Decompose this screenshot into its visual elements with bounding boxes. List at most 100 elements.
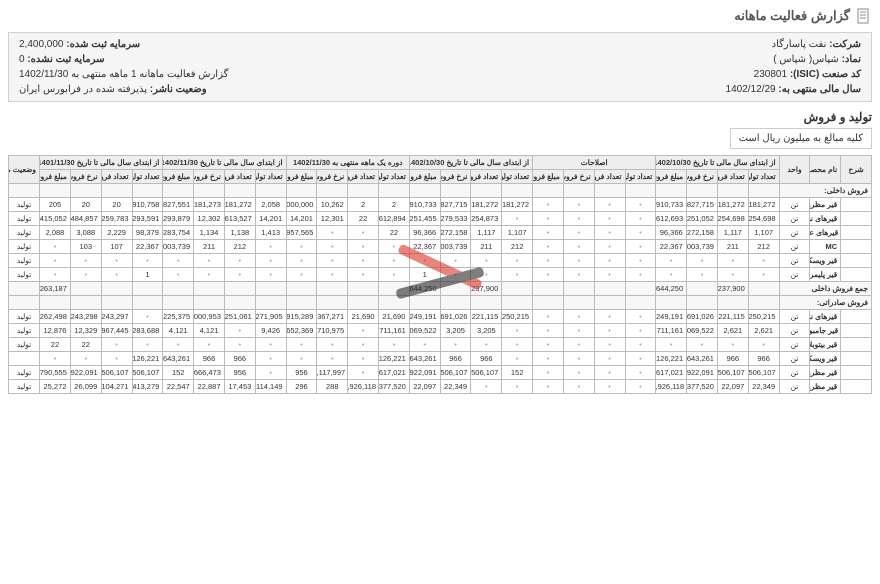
cell bbox=[409, 184, 440, 198]
cell: • bbox=[563, 380, 594, 394]
cell: 100,251,455 bbox=[409, 212, 440, 226]
cell: • bbox=[563, 324, 594, 338]
cell bbox=[317, 282, 348, 296]
meta-block: شرکت: نفت پاسارگادنماد: شپاس( شپاس )کد ص… bbox=[8, 32, 872, 102]
cell: 250,215 bbox=[502, 310, 533, 324]
cell: 237,900 bbox=[717, 282, 748, 296]
cell bbox=[502, 184, 533, 198]
cell: • bbox=[255, 352, 286, 366]
cell: • bbox=[70, 352, 101, 366]
cell: 2,058 bbox=[255, 198, 286, 212]
cell: 25,249,191 bbox=[409, 310, 440, 324]
cell: 25,612,693 bbox=[656, 212, 687, 226]
cell bbox=[502, 282, 533, 296]
cell: • bbox=[625, 338, 656, 352]
cell: 22 bbox=[348, 212, 379, 226]
cell: • bbox=[348, 366, 379, 380]
cell: 212 bbox=[502, 240, 533, 254]
cell: 182,377,520 bbox=[687, 380, 718, 394]
col-sub: نرخ فروش (ریال) bbox=[687, 170, 718, 184]
cell bbox=[317, 296, 348, 310]
cell: 22,367 bbox=[656, 240, 687, 254]
cell: 967,445 bbox=[101, 324, 132, 338]
col-sub: نرخ فروش (ریال) bbox=[563, 170, 594, 184]
cell: 211 bbox=[194, 240, 225, 254]
row-label: قیر ویسکوزیته bbox=[810, 352, 841, 366]
cell bbox=[9, 296, 40, 310]
cell: 12,876 bbox=[40, 324, 71, 338]
cell: 106,003,739 bbox=[687, 240, 718, 254]
cell: 221,115 bbox=[717, 310, 748, 324]
cell bbox=[841, 240, 872, 254]
col-sub: مبلغ فروش (میلیون ریال) bbox=[40, 170, 71, 184]
unit: تن bbox=[779, 352, 810, 366]
cell: 1,107 bbox=[748, 226, 779, 240]
cell bbox=[132, 184, 163, 198]
table-row: MCتن212211106,003,73922,367••••212211106… bbox=[9, 240, 872, 254]
cell bbox=[841, 268, 872, 282]
cell: 86,283,754 bbox=[163, 226, 194, 240]
cell: • bbox=[563, 338, 594, 352]
cell: 22 bbox=[40, 338, 71, 352]
cell bbox=[286, 296, 317, 310]
cell bbox=[841, 226, 872, 240]
cell: 506,107 bbox=[717, 366, 748, 380]
cell: • bbox=[502, 338, 533, 352]
cell: 157,283,688 bbox=[132, 324, 163, 338]
unit: تن bbox=[779, 310, 810, 324]
cell: 109,827,551 bbox=[163, 198, 194, 212]
cell: 4,121 bbox=[194, 324, 225, 338]
meta-item: گزارش فعالیت ماهانه 1 ماهه منتهی به 1402… bbox=[19, 69, 228, 80]
row-label: قیر مظروف bbox=[810, 198, 841, 212]
trail-cell: تولید bbox=[9, 324, 40, 338]
cell: 22,097 bbox=[717, 380, 748, 394]
col-header: وضعیت محصول-واحد bbox=[9, 156, 40, 184]
row-label: قیر پلیمری bbox=[810, 268, 841, 282]
cell: • bbox=[348, 240, 379, 254]
cell bbox=[224, 282, 255, 296]
cell: 1,138 bbox=[224, 226, 255, 240]
cell: 711,161 bbox=[656, 324, 687, 338]
cell: 5,117,997 bbox=[317, 366, 348, 380]
cell: • bbox=[379, 268, 410, 282]
cell bbox=[625, 296, 656, 310]
cell: 86,272,158 bbox=[440, 226, 471, 240]
cell: 205 bbox=[40, 198, 71, 212]
cell: 506,107 bbox=[132, 366, 163, 380]
cell: 12,329 bbox=[70, 324, 101, 338]
meta-right: شرکت: نفت پاسارگادنماد: شپاس( شپاس )کد ص… bbox=[726, 39, 861, 95]
cell bbox=[70, 282, 101, 296]
cell: 86,272,158 bbox=[687, 226, 718, 240]
cell: • bbox=[255, 338, 286, 352]
cell: 10,262 bbox=[317, 198, 348, 212]
cell: • bbox=[748, 254, 779, 268]
cell: 25,613,527 bbox=[224, 212, 255, 226]
cell: 162,922,091 bbox=[409, 366, 440, 380]
col-group: از ابتدای سال مالی تا تاریخ 1401/11/30 bbox=[40, 156, 163, 170]
note: کلیه مبالغ به میلیون ریال است bbox=[730, 128, 872, 149]
cell: 711,161 bbox=[379, 324, 410, 338]
cell: • bbox=[594, 254, 625, 268]
row-label: قیر مظروف bbox=[810, 380, 841, 394]
cell: 237,900 bbox=[471, 282, 502, 296]
cell bbox=[286, 282, 317, 296]
cell bbox=[348, 184, 379, 198]
cell: 956 bbox=[224, 366, 255, 380]
cell: 130,643,261 bbox=[687, 352, 718, 366]
meta-item: وضعیت ناشر: پذیرفته شده در فرابورس ایران bbox=[19, 84, 228, 95]
cell: • bbox=[440, 338, 471, 352]
cell: 152,691,026 bbox=[440, 310, 471, 324]
cell bbox=[70, 184, 101, 198]
cell: • bbox=[409, 254, 440, 268]
cell: 152,691,026 bbox=[687, 310, 718, 324]
cell: • bbox=[594, 352, 625, 366]
cell bbox=[40, 296, 71, 310]
cell: 212 bbox=[224, 240, 255, 254]
table-row: قیر بیتوبلاستتن••••••••••••••••••••••222… bbox=[9, 338, 872, 352]
trail-cell: تولید bbox=[9, 338, 40, 352]
cell: • bbox=[348, 226, 379, 240]
col-header: شرح bbox=[841, 156, 872, 184]
cell: • bbox=[471, 338, 502, 352]
cell: • bbox=[40, 352, 71, 366]
cell: • bbox=[163, 268, 194, 282]
